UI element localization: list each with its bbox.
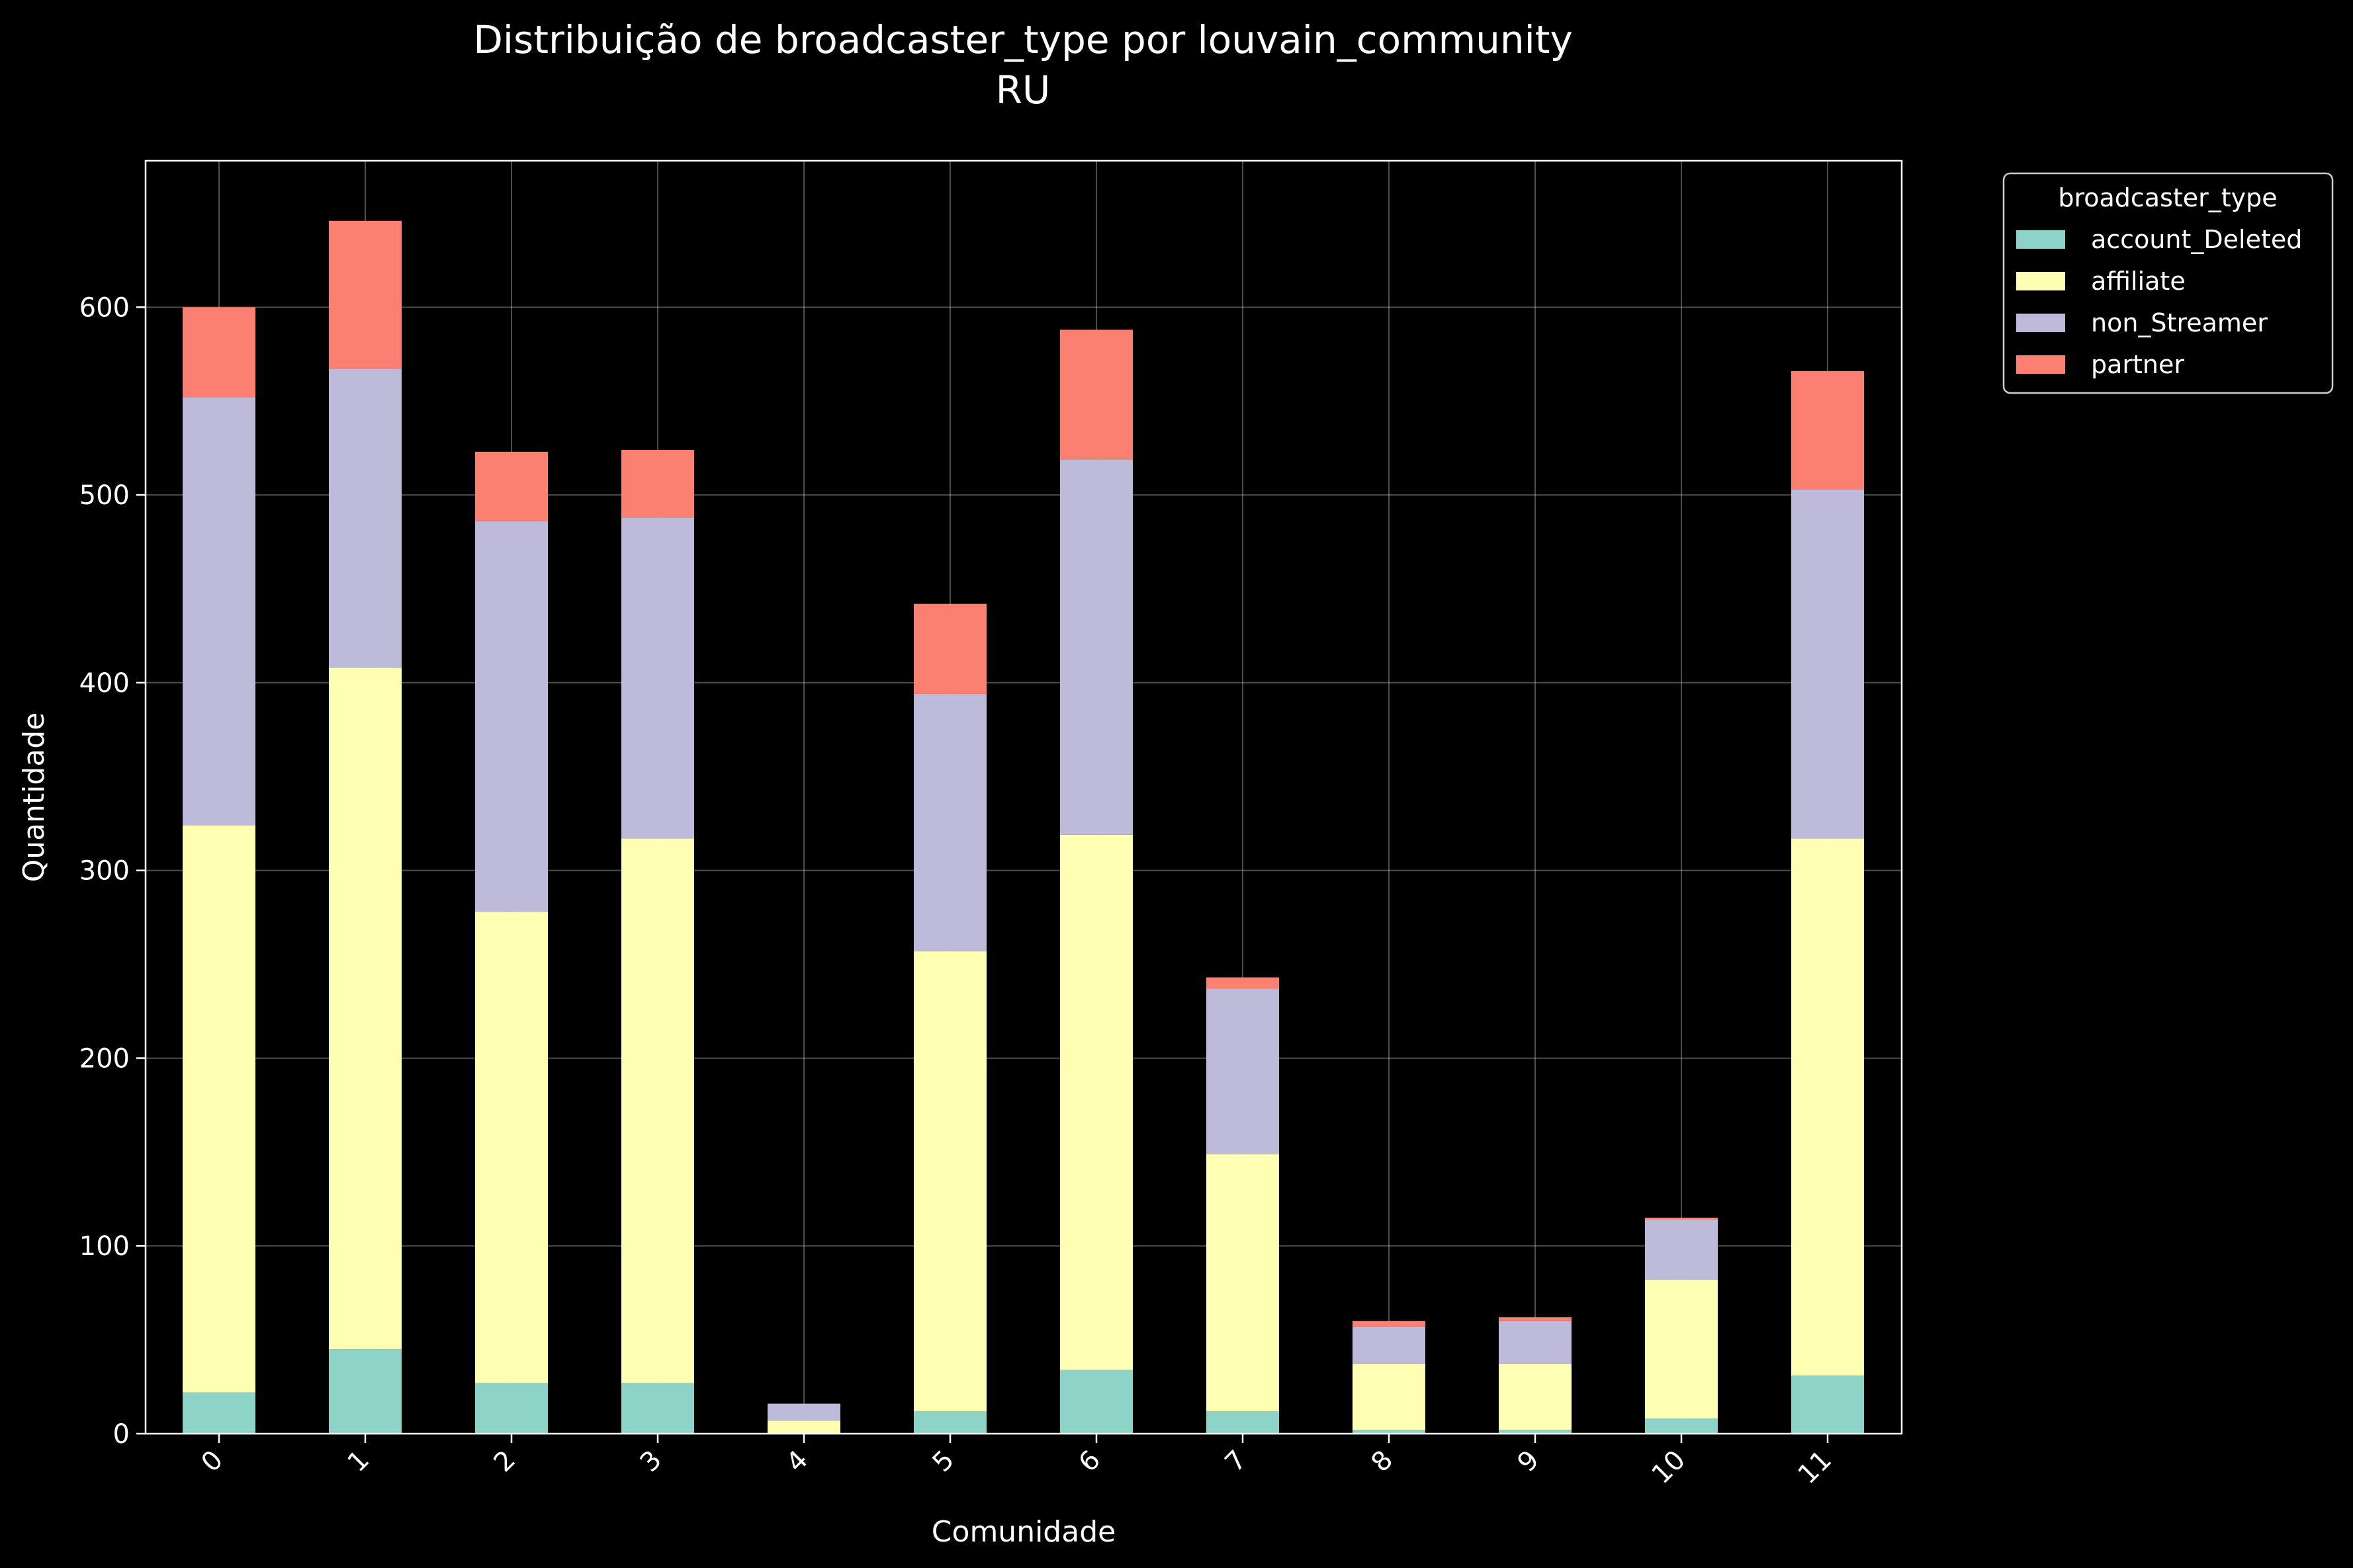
bar-partner-7 bbox=[1206, 977, 1279, 989]
y-tick-label-100: 100 bbox=[79, 1231, 130, 1262]
bar-non_Streamer-9 bbox=[1499, 1321, 1572, 1365]
bar-account_Deleted-6 bbox=[1060, 1370, 1133, 1434]
bar-non_Streamer-1 bbox=[329, 369, 402, 668]
bar-partner-2 bbox=[475, 451, 548, 521]
plot-frame bbox=[144, 159, 1903, 1435]
bar-non_Streamer-2 bbox=[475, 521, 548, 912]
chart-subtitle: RU bbox=[996, 67, 1051, 112]
legend-swatch-affiliate bbox=[2016, 272, 2065, 290]
bar-affiliate-7 bbox=[1206, 1154, 1279, 1411]
bar-affiliate-3 bbox=[621, 838, 694, 1383]
bar-partner-0 bbox=[183, 307, 255, 398]
bar-account_Deleted-8 bbox=[1353, 1430, 1425, 1434]
bars bbox=[183, 220, 1864, 1434]
legend: broadcaster_type account_Deleted affiliat… bbox=[2002, 172, 2334, 394]
y-tick-label-500: 500 bbox=[79, 480, 130, 511]
y-axis-label: Quantidade bbox=[17, 713, 51, 883]
bar-non_Streamer-10 bbox=[1645, 1219, 1718, 1280]
legend-label-partner: partner bbox=[2091, 350, 2184, 379]
bar-affiliate-10 bbox=[1645, 1280, 1718, 1419]
bar-partner-8 bbox=[1353, 1321, 1425, 1327]
bar-account_Deleted-7 bbox=[1206, 1411, 1279, 1434]
y-tick-label-300: 300 bbox=[79, 856, 130, 887]
legend-title: broadcaster_type bbox=[2058, 183, 2277, 212]
bar-account_Deleted-0 bbox=[183, 1392, 255, 1434]
bar-account_Deleted-10 bbox=[1645, 1418, 1718, 1434]
bar-partner-9 bbox=[1499, 1317, 1572, 1321]
bar-affiliate-6 bbox=[1060, 834, 1133, 1370]
bar-account_Deleted-3 bbox=[621, 1383, 694, 1434]
x-axis-label: Comunidade bbox=[932, 1515, 1116, 1549]
legend-items: account_Deleted affiliate non_Streamerpart… bbox=[2016, 225, 2302, 379]
y-tick-label-0: 0 bbox=[113, 1419, 130, 1450]
bar-affiliate-11 bbox=[1791, 838, 1864, 1376]
bar-account_Deleted-2 bbox=[475, 1383, 548, 1434]
bar-partner-6 bbox=[1060, 329, 1133, 460]
bar-partner-11 bbox=[1791, 370, 1864, 490]
bar-non_Streamer-7 bbox=[1206, 988, 1279, 1154]
bar-account_Deleted-11 bbox=[1791, 1375, 1864, 1434]
legend-label-affiliate: affiliate bbox=[2091, 267, 2186, 296]
legend-swatch-account_Deleted bbox=[2016, 230, 2065, 249]
y-tick-label-600: 600 bbox=[79, 292, 130, 323]
bar-non_Streamer-8 bbox=[1353, 1327, 1425, 1365]
bar-account_Deleted-1 bbox=[329, 1349, 402, 1434]
bar-affiliate-1 bbox=[329, 668, 402, 1350]
bar-affiliate-9 bbox=[1499, 1364, 1572, 1430]
bar-non_Streamer-11 bbox=[1791, 489, 1864, 839]
bar-non_Streamer-6 bbox=[1060, 459, 1133, 835]
chart-title: Distribuição de broadcaster_type por lou… bbox=[473, 17, 1573, 62]
bar-affiliate-4 bbox=[768, 1420, 840, 1434]
bar-non_Streamer-5 bbox=[914, 693, 987, 951]
bar-non_Streamer-3 bbox=[621, 517, 694, 839]
bar-affiliate-5 bbox=[914, 951, 987, 1411]
bar-non_Streamer-4 bbox=[768, 1403, 840, 1421]
y-axis-ticks: 0 100 200 300 400 500 600 bbox=[79, 292, 146, 1450]
bar-account_Deleted-9 bbox=[1499, 1430, 1572, 1434]
legend-label-non_Streamer: non_Streamer bbox=[2091, 308, 2268, 337]
bar-partner-1 bbox=[329, 220, 402, 369]
bar-non_Streamer-0 bbox=[183, 397, 255, 826]
legend-swatch-partner bbox=[2016, 355, 2065, 374]
bar-affiliate-2 bbox=[475, 912, 548, 1383]
bar-account_Deleted-5 bbox=[914, 1411, 987, 1434]
bar-partner-5 bbox=[914, 603, 987, 694]
legend-frame bbox=[2002, 172, 2334, 394]
y-tick-label-200: 200 bbox=[79, 1043, 130, 1074]
bar-partner-3 bbox=[621, 450, 694, 518]
legend-label-account_Deleted: account_Deleted bbox=[2091, 225, 2302, 254]
bar-affiliate-8 bbox=[1353, 1364, 1425, 1430]
bar-affiliate-0 bbox=[183, 825, 255, 1393]
bar-partner-10 bbox=[1645, 1217, 1718, 1220]
y-tick-label-400: 400 bbox=[79, 668, 130, 699]
legend-swatch-non_Streamer bbox=[2016, 314, 2065, 332]
